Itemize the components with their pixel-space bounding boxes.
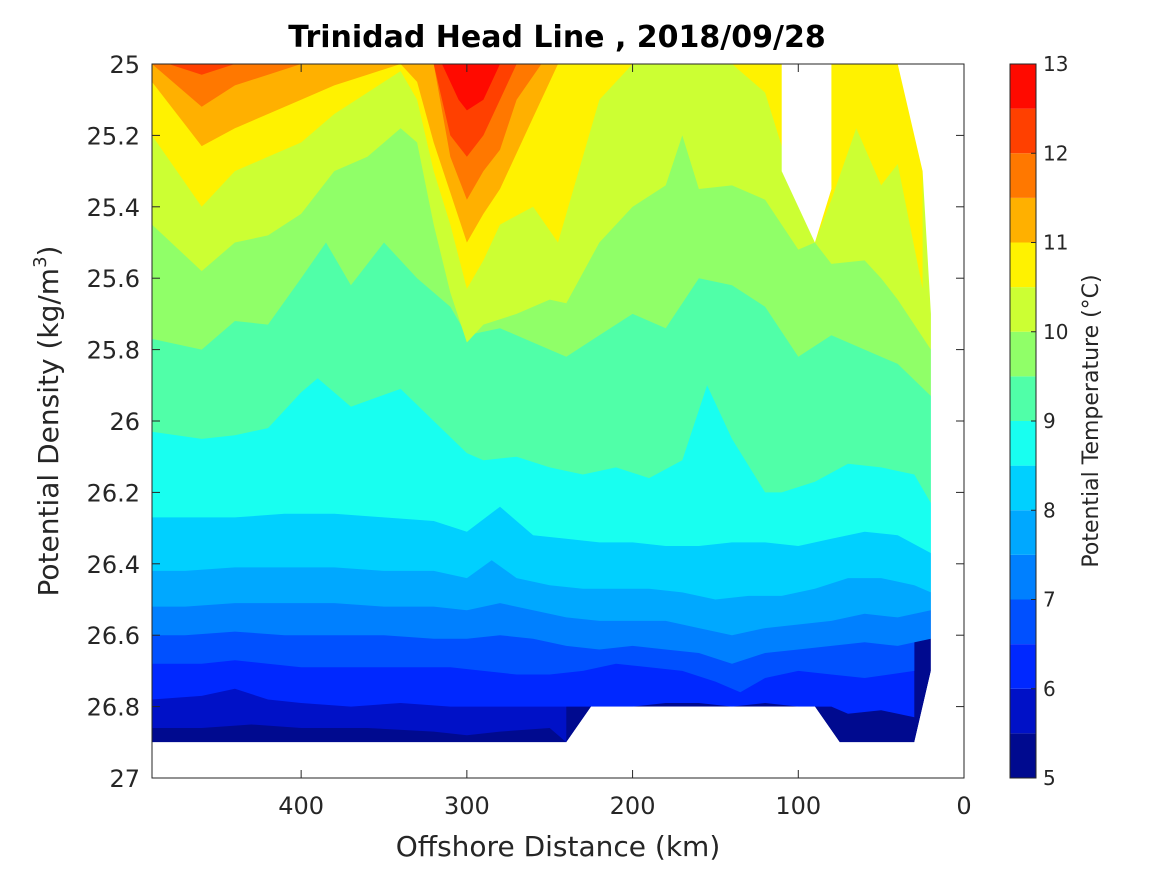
colorbar-swatch <box>1010 554 1036 600</box>
colorbar-swatch <box>1010 287 1036 332</box>
contour-fills <box>152 64 964 778</box>
no-data-gap-1 <box>781 64 832 243</box>
contour-band-10.5 <box>152 64 923 289</box>
no-data-deep <box>152 742 964 778</box>
y-tick-label: 25.8 <box>87 337 140 365</box>
x-tick-label: 100 <box>775 792 821 820</box>
y-axis-label: Potential Density (kg/m3) <box>30 246 65 597</box>
colorbar-swatch <box>1010 733 1036 778</box>
x-tick-label: 200 <box>610 792 656 820</box>
y-tick-label: 26.8 <box>87 694 140 722</box>
x-tick-label: 400 <box>278 792 324 820</box>
y-tick-label: 26.2 <box>87 479 140 507</box>
y-axis-label-superscript: 3 <box>30 256 51 267</box>
x-tick-label: 300 <box>444 792 490 820</box>
colorbar-swatch <box>1010 510 1036 555</box>
y-tick-label: 25.2 <box>87 122 140 150</box>
x-axis: 400 300 200 100 0 <box>278 64 972 820</box>
colorbar-swatch <box>1010 688 1036 734</box>
x-tick-label: 0 <box>956 792 971 820</box>
colorbar-swatch <box>1010 599 1036 645</box>
colorbar-swatch <box>1010 197 1036 243</box>
colorbar-swatch <box>1010 376 1036 421</box>
y-tick-label: 25 <box>109 51 140 79</box>
y-axis-label-main: Potential Density (kg/m <box>32 268 65 597</box>
y-tick-label: 25.4 <box>87 194 140 222</box>
colorbar-tick-label: 9 <box>1043 409 1056 433</box>
colorbar-swatch <box>1010 421 1036 466</box>
y-tick-label: 27 <box>109 765 140 793</box>
colorbar-label: Potential Temperature (°C) <box>1079 274 1104 567</box>
colorbar-tick-label: 12 <box>1043 141 1068 165</box>
no-data-gap-0 <box>566 706 840 743</box>
colorbar-tick-label: 6 <box>1043 677 1056 701</box>
colorbar-tick-label: 8 <box>1043 498 1056 522</box>
colorbar-tick-label: 5 <box>1043 766 1056 790</box>
contour-band-12.5 <box>442 64 500 111</box>
chart-title: Trinidad Head Line , 2018/09/28 <box>288 20 825 55</box>
colorbar-swatch <box>1010 465 1036 511</box>
y-tick-label: 25.6 <box>87 265 140 293</box>
colorbar-swatch <box>1010 644 1036 689</box>
colorbar-tick-label: 11 <box>1043 231 1068 255</box>
colorbar-tick-label: 10 <box>1043 320 1068 344</box>
no-data-nearshore <box>897 64 964 778</box>
colorbar-swatch <box>1010 108 1036 154</box>
y-tick-label: 26.6 <box>87 622 140 650</box>
colorbar-swatch <box>1010 64 1036 109</box>
colorbar-swatch <box>1010 153 1036 198</box>
colorbar-swatch <box>1010 331 1036 377</box>
x-axis-label: Offshore Distance (km) <box>396 830 721 863</box>
colorbar-swatch <box>1010 242 1036 288</box>
y-axis: 25 25.2 25.4 25.6 25.8 26 26.2 26.4 26.6 26.8 27 <box>87 51 964 793</box>
colorbar-tick-label: 13 <box>1043 52 1068 76</box>
y-axis-label-close: ) <box>32 246 65 257</box>
y-tick-label: 26.4 <box>87 551 140 579</box>
colorbar: 5 6 7 8 9 10 11 12 13 <box>1009 52 1068 790</box>
y-tick-label: 26 <box>109 408 140 436</box>
colorbar-tick-label: 7 <box>1043 588 1056 612</box>
